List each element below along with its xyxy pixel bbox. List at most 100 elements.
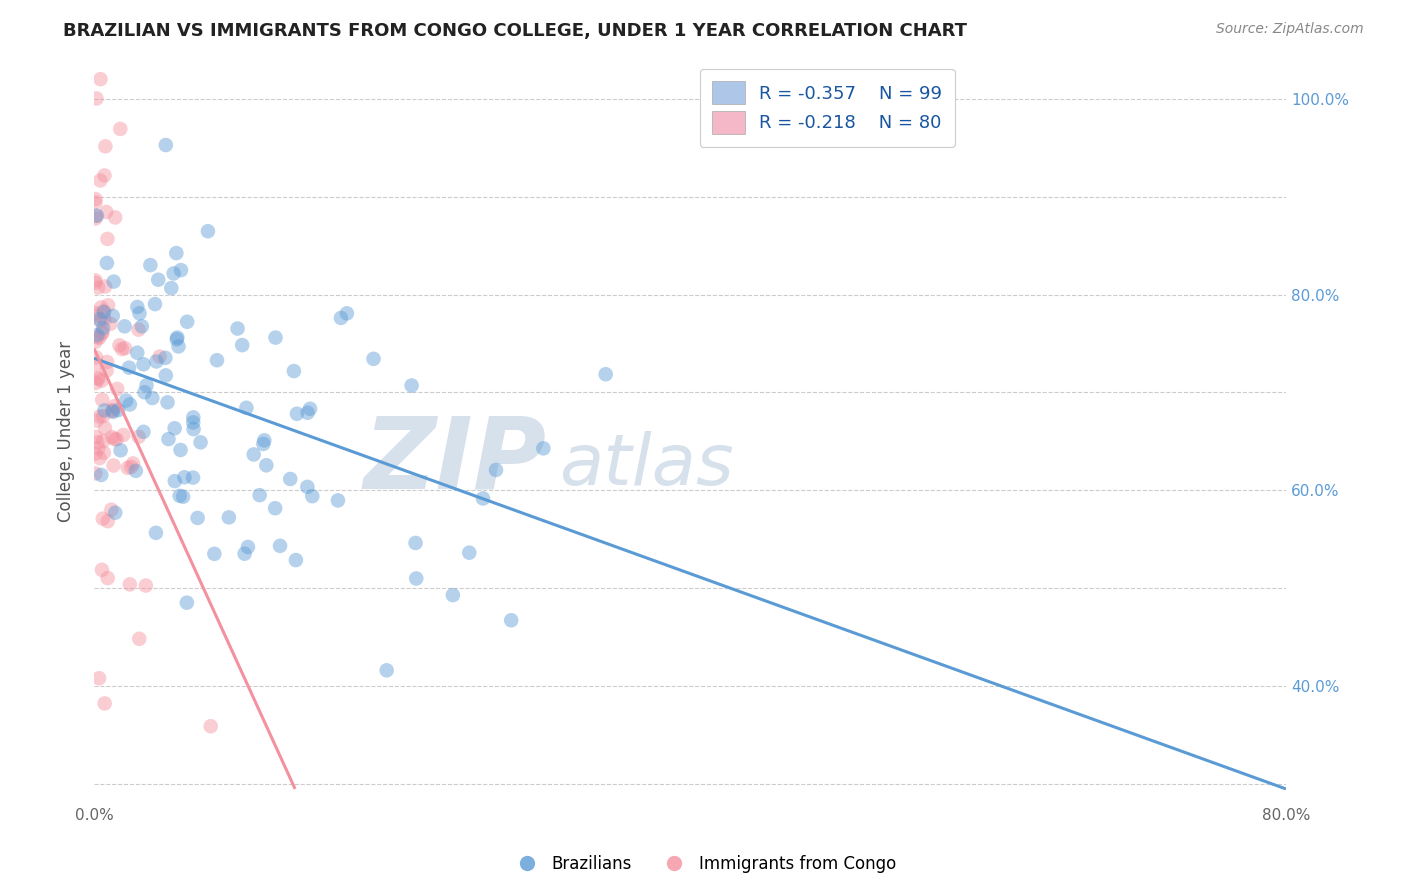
Point bbox=[93, 305, 115, 319]
Point bbox=[117, 460, 139, 475]
Text: BRAZILIAN VS IMMIGRANTS FROM CONGO COLLEGE, UNDER 1 YEAR CORRELATION CHART: BRAZILIAN VS IMMIGRANTS FROM CONGO COLLE… bbox=[63, 22, 967, 40]
Point bbox=[167, 339, 190, 353]
Point bbox=[103, 399, 125, 413]
Point bbox=[84, 430, 107, 444]
Point bbox=[218, 510, 240, 524]
Point bbox=[96, 355, 118, 369]
Point bbox=[155, 368, 177, 383]
Point bbox=[235, 401, 257, 415]
Point bbox=[401, 378, 423, 392]
Point bbox=[89, 451, 111, 466]
Point bbox=[90, 301, 112, 315]
Point bbox=[93, 312, 115, 326]
Point bbox=[236, 540, 259, 554]
Point bbox=[233, 547, 256, 561]
Point bbox=[100, 502, 122, 516]
Point bbox=[91, 563, 114, 577]
Point bbox=[87, 441, 110, 455]
Point bbox=[89, 312, 111, 326]
Point bbox=[139, 258, 162, 272]
Point bbox=[84, 467, 107, 481]
Point bbox=[120, 459, 142, 474]
Legend: Brazilians, Immigrants from Congo: Brazilians, Immigrants from Congo bbox=[503, 848, 903, 880]
Point bbox=[91, 321, 114, 335]
Point bbox=[94, 279, 117, 293]
Text: Source: ZipAtlas.com: Source: ZipAtlas.com bbox=[1216, 22, 1364, 37]
Point bbox=[336, 306, 359, 320]
Point bbox=[89, 314, 111, 328]
Point bbox=[89, 173, 111, 187]
Point bbox=[187, 511, 209, 525]
Point bbox=[485, 463, 508, 477]
Point bbox=[90, 467, 112, 482]
Point bbox=[283, 364, 305, 378]
Point bbox=[249, 488, 271, 502]
Point bbox=[163, 474, 186, 488]
Point bbox=[84, 211, 107, 226]
Point bbox=[91, 511, 114, 525]
Point bbox=[264, 330, 287, 344]
Point bbox=[155, 138, 177, 153]
Point bbox=[91, 434, 114, 448]
Point bbox=[285, 407, 308, 421]
Point bbox=[458, 546, 481, 560]
Point bbox=[169, 442, 191, 457]
Point bbox=[278, 472, 301, 486]
Point bbox=[200, 719, 222, 733]
Point bbox=[254, 458, 277, 473]
Point bbox=[131, 319, 153, 334]
Point bbox=[190, 435, 212, 450]
Point bbox=[165, 246, 187, 260]
Point bbox=[86, 328, 108, 343]
Point bbox=[86, 91, 108, 105]
Point bbox=[284, 553, 307, 567]
Point bbox=[114, 341, 136, 355]
Text: atlas: atlas bbox=[558, 431, 734, 500]
Point bbox=[103, 458, 125, 473]
Point bbox=[170, 263, 193, 277]
Point bbox=[405, 572, 427, 586]
Point bbox=[173, 470, 195, 484]
Point bbox=[176, 596, 198, 610]
Point bbox=[87, 371, 110, 385]
Point bbox=[141, 391, 163, 405]
Point bbox=[96, 256, 118, 270]
Point bbox=[145, 525, 167, 540]
Point bbox=[84, 273, 107, 287]
Point bbox=[122, 457, 145, 471]
Point bbox=[94, 139, 117, 153]
Point bbox=[160, 281, 183, 295]
Point bbox=[100, 317, 122, 331]
Point bbox=[89, 409, 111, 424]
Point bbox=[104, 211, 127, 225]
Point bbox=[87, 671, 110, 685]
Point bbox=[86, 413, 108, 427]
Point bbox=[104, 506, 127, 520]
Point bbox=[105, 382, 128, 396]
Point bbox=[93, 403, 115, 417]
Point bbox=[90, 374, 112, 388]
Point bbox=[531, 442, 554, 456]
Point bbox=[86, 209, 108, 223]
Point bbox=[181, 410, 204, 425]
Point bbox=[97, 298, 120, 312]
Point bbox=[118, 577, 141, 591]
Point bbox=[132, 425, 155, 439]
Point bbox=[84, 209, 107, 223]
Point bbox=[166, 330, 188, 344]
Point bbox=[181, 470, 204, 484]
Point bbox=[101, 309, 124, 323]
Point bbox=[301, 489, 323, 503]
Point bbox=[87, 330, 110, 344]
Point bbox=[205, 353, 228, 368]
Point bbox=[84, 306, 107, 320]
Point bbox=[242, 448, 264, 462]
Point bbox=[91, 326, 114, 340]
Point bbox=[157, 432, 180, 446]
Point bbox=[155, 351, 177, 365]
Point bbox=[93, 304, 115, 318]
Point bbox=[110, 443, 132, 458]
Point bbox=[169, 489, 191, 503]
Point bbox=[269, 539, 291, 553]
Point bbox=[127, 300, 149, 314]
